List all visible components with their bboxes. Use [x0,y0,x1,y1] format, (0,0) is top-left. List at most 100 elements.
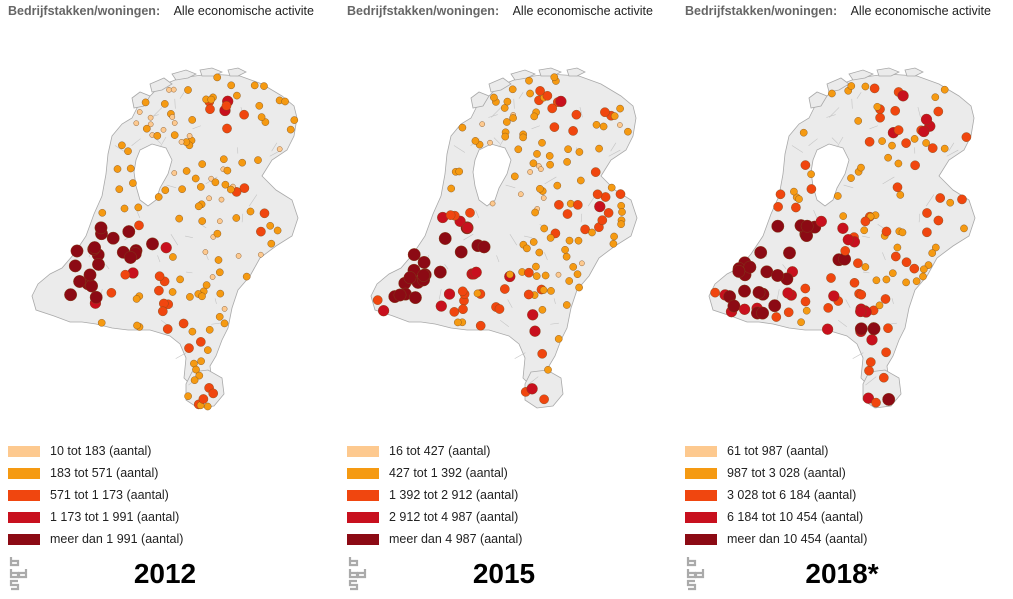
municipality-symbol[interactable] [527,309,539,321]
municipality-symbol[interactable] [160,127,167,133]
municipality-symbol[interactable] [154,271,165,281]
municipality-symbol[interactable] [842,234,854,246]
municipality-symbol[interactable] [860,226,868,235]
municipality-symbol[interactable] [873,103,882,111]
municipality-symbol[interactable] [826,273,836,283]
municipality-symbol[interactable] [756,306,770,320]
municipality-symbol[interactable] [73,275,87,288]
municipality-symbol[interactable] [227,81,235,90]
municipality-symbol[interactable] [940,144,949,153]
municipality-symbol[interactable] [910,160,920,171]
municipality-symbol[interactable] [208,388,218,399]
municipality-symbol[interactable] [922,227,932,238]
municipality-symbol[interactable] [562,252,571,261]
municipality-symbol[interactable] [188,116,196,124]
municipality-symbol[interactable] [83,268,97,282]
municipality-symbol[interactable] [752,285,766,299]
municipality-symbol[interactable] [856,289,867,300]
municipality-symbol[interactable] [573,270,582,278]
municipality-symbol[interactable] [250,81,259,90]
municipality-symbol[interactable] [276,146,283,152]
municipality-symbol[interactable] [864,137,875,147]
municipality-symbol[interactable] [546,160,554,169]
municipality-symbol[interactable] [538,139,546,147]
municipality-symbol[interactable] [202,249,209,255]
municipality-symbol[interactable] [489,200,496,207]
municipality-symbol[interactable] [195,337,206,347]
municipality-symbol[interactable] [875,301,884,310]
municipality-symbol[interactable] [618,208,626,216]
municipality-symbol[interactable] [580,224,590,235]
municipality-symbol[interactable] [760,265,774,279]
municipality-symbol[interactable] [931,93,940,102]
municipality-symbol[interactable] [257,251,264,258]
municipality-symbol[interactable] [223,166,232,175]
municipality-symbol[interactable] [213,229,222,238]
municipality-symbol[interactable] [597,215,608,225]
municipality-symbol[interactable] [882,275,891,284]
municipality-symbol[interactable] [233,91,241,100]
municipality-symbol[interactable] [146,237,159,251]
municipality-symbol[interactable] [211,178,220,187]
municipality-symbol[interactable] [554,335,563,343]
municipality-symbol[interactable] [833,192,842,200]
municipality-symbol[interactable] [473,289,482,298]
municipality-symbol[interactable] [141,98,150,107]
municipality-symbol[interactable] [457,286,468,297]
municipality-symbol[interactable] [922,208,932,218]
municipality-symbol[interactable] [912,277,921,285]
municipality-symbol[interactable] [710,287,720,298]
municipality-symbol[interactable] [864,365,874,376]
municipality-symbol[interactable] [218,196,225,203]
municipality-symbol[interactable] [216,289,225,298]
municipality-symbol[interactable] [920,113,933,126]
municipality-symbol[interactable] [178,139,185,145]
municipality-symbol[interactable] [166,87,172,93]
municipality-symbol[interactable] [553,181,562,190]
municipality-symbol[interactable] [175,214,183,223]
municipality-symbol[interactable] [532,272,541,280]
municipality-symbol[interactable] [196,183,205,191]
municipality-symbol[interactable] [607,183,616,192]
municipality-symbol[interactable] [592,121,601,129]
municipality-symbol[interactable] [92,257,105,271]
municipality-symbol[interactable] [203,402,212,411]
municipality-symbol[interactable] [443,288,456,300]
municipality-symbol[interactable] [866,334,878,346]
municipality-symbol[interactable] [188,327,197,336]
municipality-symbol[interactable] [815,215,827,228]
municipality-symbol[interactable] [892,182,903,192]
municipality-symbol[interactable] [910,135,919,143]
municipality-symbol[interactable] [555,95,567,108]
municipality-symbol[interactable] [922,139,930,147]
municipality-symbol[interactable] [219,155,228,163]
municipality-symbol[interactable] [544,365,552,374]
municipality-symbol[interactable] [465,207,475,218]
municipality-symbol[interactable] [267,239,276,248]
municipality-symbol[interactable] [89,290,103,304]
municipality-symbol[interactable] [569,263,577,271]
municipality-symbol[interactable] [800,283,811,294]
municipality-symbol[interactable] [133,321,141,330]
municipality-symbol[interactable] [255,102,264,110]
municipality-symbol[interactable] [754,246,768,259]
municipality-symbol[interactable] [120,269,131,280]
municipality-symbol[interactable] [68,259,82,273]
municipality-symbol[interactable] [257,113,266,121]
municipality-symbol[interactable] [526,89,534,98]
municipality-symbol[interactable] [70,244,84,258]
municipality-symbol[interactable] [122,225,136,239]
municipality-symbol[interactable] [594,201,606,213]
municipality-symbol[interactable] [896,191,905,199]
municipality-symbol[interactable] [743,260,757,274]
municipality-symbol[interactable] [198,217,206,225]
municipality-symbol[interactable] [561,245,569,254]
municipality-symbol[interactable] [800,160,811,170]
municipality-symbol[interactable] [222,123,232,134]
municipality-symbol[interactable] [609,239,618,248]
municipality-symbol[interactable] [555,271,562,278]
municipality-symbol[interactable] [438,232,452,245]
municipality-symbol[interactable] [579,260,585,267]
municipality-symbol[interactable] [538,305,547,314]
municipality-symbol[interactable] [571,109,582,120]
